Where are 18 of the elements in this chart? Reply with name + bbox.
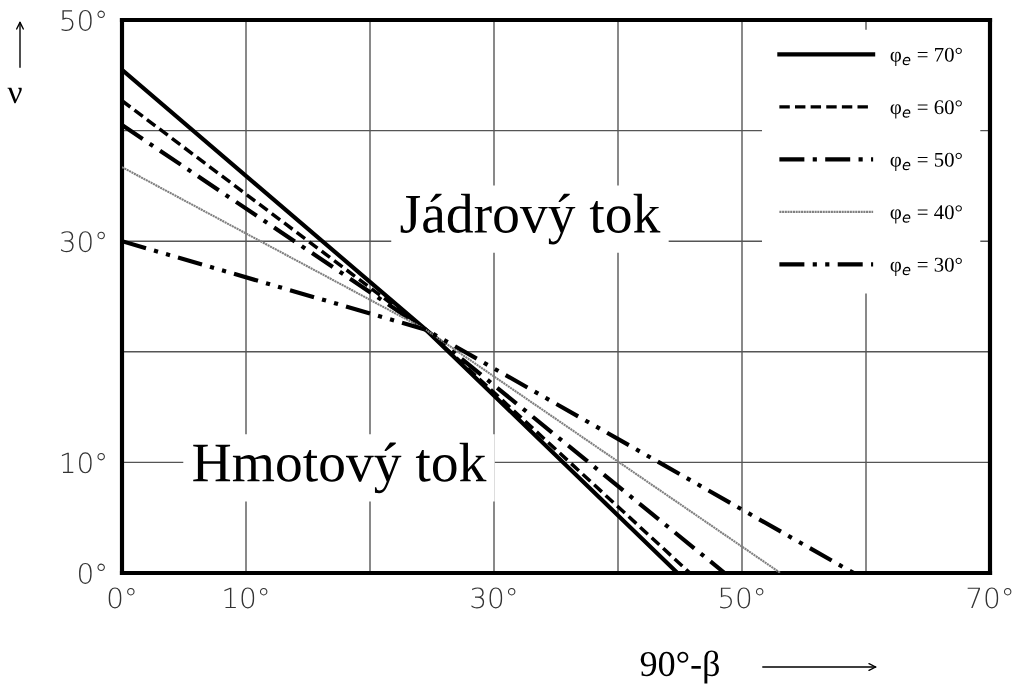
x-tick-label: 10° xyxy=(224,587,268,609)
legend-label: φ$_{e}$ = 70° xyxy=(890,47,962,66)
x-tick-label: 30° xyxy=(471,587,516,609)
y-tick-label: 30° xyxy=(60,231,105,253)
x-axis-title: 90°-β xyxy=(640,650,719,684)
legend-label: φ$_{e}$ = 60° xyxy=(890,100,962,119)
legend-label: φ$_{e}$ = 30° xyxy=(890,257,962,276)
annotation: Hmotový tok xyxy=(193,442,487,494)
legend-label: φ$_{e}$ = 40° xyxy=(890,205,962,224)
y-tick-label: 0° xyxy=(79,562,105,584)
x-tick-label: 50° xyxy=(720,587,764,609)
y-axis-title: ν xyxy=(7,87,22,104)
legend-label: φ$_{e}$ = 50° xyxy=(890,152,962,171)
x-tick-label: 0° xyxy=(108,587,135,609)
y-tick-label: 50° xyxy=(61,9,105,31)
x-tick-label: 70° xyxy=(967,587,1012,609)
annotation: Jádrový tok xyxy=(400,193,661,245)
y-tick-label: 10° xyxy=(61,452,105,474)
